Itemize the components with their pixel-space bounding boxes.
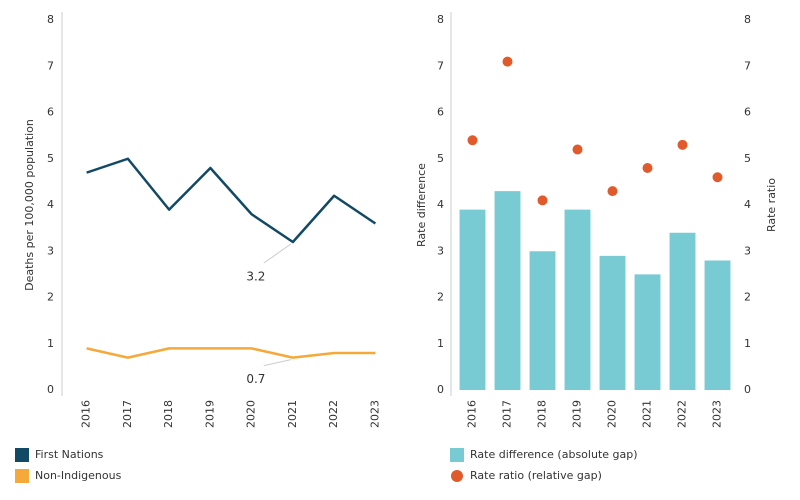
legend-swatch [15, 448, 29, 462]
y2-tick-label: 6 [744, 106, 751, 119]
line [86, 347, 376, 359]
legend-swatch [451, 470, 463, 482]
dot [572, 144, 583, 155]
y-tick-label: 1 [47, 337, 54, 350]
x-tick-label: 2023 [368, 400, 381, 428]
y-tick-label: 0 [437, 383, 444, 396]
bar [529, 251, 556, 390]
y-tick-label: 7 [47, 59, 54, 72]
dot [537, 195, 548, 206]
x-tick-label: 2022 [327, 400, 340, 428]
annotation-leader [263, 359, 291, 367]
bar [704, 260, 731, 390]
dot [502, 56, 513, 67]
y-tick-label: 6 [437, 106, 444, 119]
x-tick-label: 2021 [641, 400, 654, 428]
x-tick-label: 2022 [676, 400, 689, 428]
y2-tick-label: 5 [744, 152, 751, 165]
dot [712, 172, 723, 183]
dot [642, 163, 653, 173]
annotation: 0.7 [246, 372, 265, 386]
y-tick-label: 3 [47, 244, 54, 257]
y-axis-title: Deaths per 100,000 population [23, 119, 36, 291]
x-tick-label: 2019 [203, 400, 216, 428]
y-axis-title: Rate difference [415, 163, 428, 247]
legend-swatch [450, 448, 464, 462]
line [86, 157, 377, 244]
annotation-leader [263, 243, 292, 264]
y2-tick-label: 8 [744, 13, 751, 26]
x-tick-label: 2018 [162, 400, 175, 428]
y2-tick-label: 3 [744, 244, 751, 257]
legend-label: Rate difference (absolute gap) [470, 448, 638, 461]
x-tick-label: 2020 [245, 400, 258, 428]
legend-label: Non-Indigenous [35, 469, 122, 482]
y-tick-label: 7 [437, 59, 444, 72]
bar [669, 232, 696, 390]
x-tick-label: 2018 [536, 400, 549, 428]
bar [564, 209, 591, 390]
y-tick-label: 8 [47, 13, 54, 26]
bar [459, 209, 486, 390]
y2-tick-label: 7 [744, 59, 751, 72]
annotation: 3.2 [246, 270, 265, 284]
legend-label: First Nations [35, 448, 104, 461]
y-tick-label: 3 [437, 244, 444, 257]
x-tick-label: 2019 [571, 400, 584, 428]
y-tick-label: 5 [437, 152, 444, 165]
bar [599, 255, 626, 390]
legend-swatch [15, 469, 29, 483]
x-tick-label: 2021 [286, 400, 299, 428]
x-tick-label: 2017 [501, 400, 514, 428]
bar [494, 191, 521, 390]
y-tick-label: 1 [437, 337, 444, 350]
x-tick-label: 2017 [121, 400, 134, 428]
x-tick-label: 2016 [80, 400, 93, 428]
y-tick-label: 5 [47, 152, 54, 165]
y-tick-label: 6 [47, 106, 54, 119]
x-tick-label: 2016 [466, 400, 479, 428]
dot [607, 186, 618, 197]
y2-tick-label: 1 [744, 337, 751, 350]
dot [467, 135, 478, 146]
y2-tick-label: 4 [744, 198, 751, 211]
y-tick-label: 4 [47, 198, 54, 211]
bar [634, 274, 661, 390]
x-tick-label: 2020 [606, 400, 619, 428]
y-tick-label: 2 [47, 291, 54, 304]
y-tick-label: 0 [47, 383, 54, 396]
y-tick-label: 8 [437, 13, 444, 26]
y-tick-label: 4 [437, 198, 444, 211]
x-tick-label: 2023 [711, 400, 724, 428]
y2-tick-label: 2 [744, 291, 751, 304]
legend-label: Rate ratio (relative gap) [470, 469, 602, 482]
y2-tick-label: 0 [744, 383, 751, 396]
y-tick-label: 2 [437, 291, 444, 304]
dot [677, 139, 688, 150]
y2-axis-title: Rate ratio [765, 178, 778, 232]
